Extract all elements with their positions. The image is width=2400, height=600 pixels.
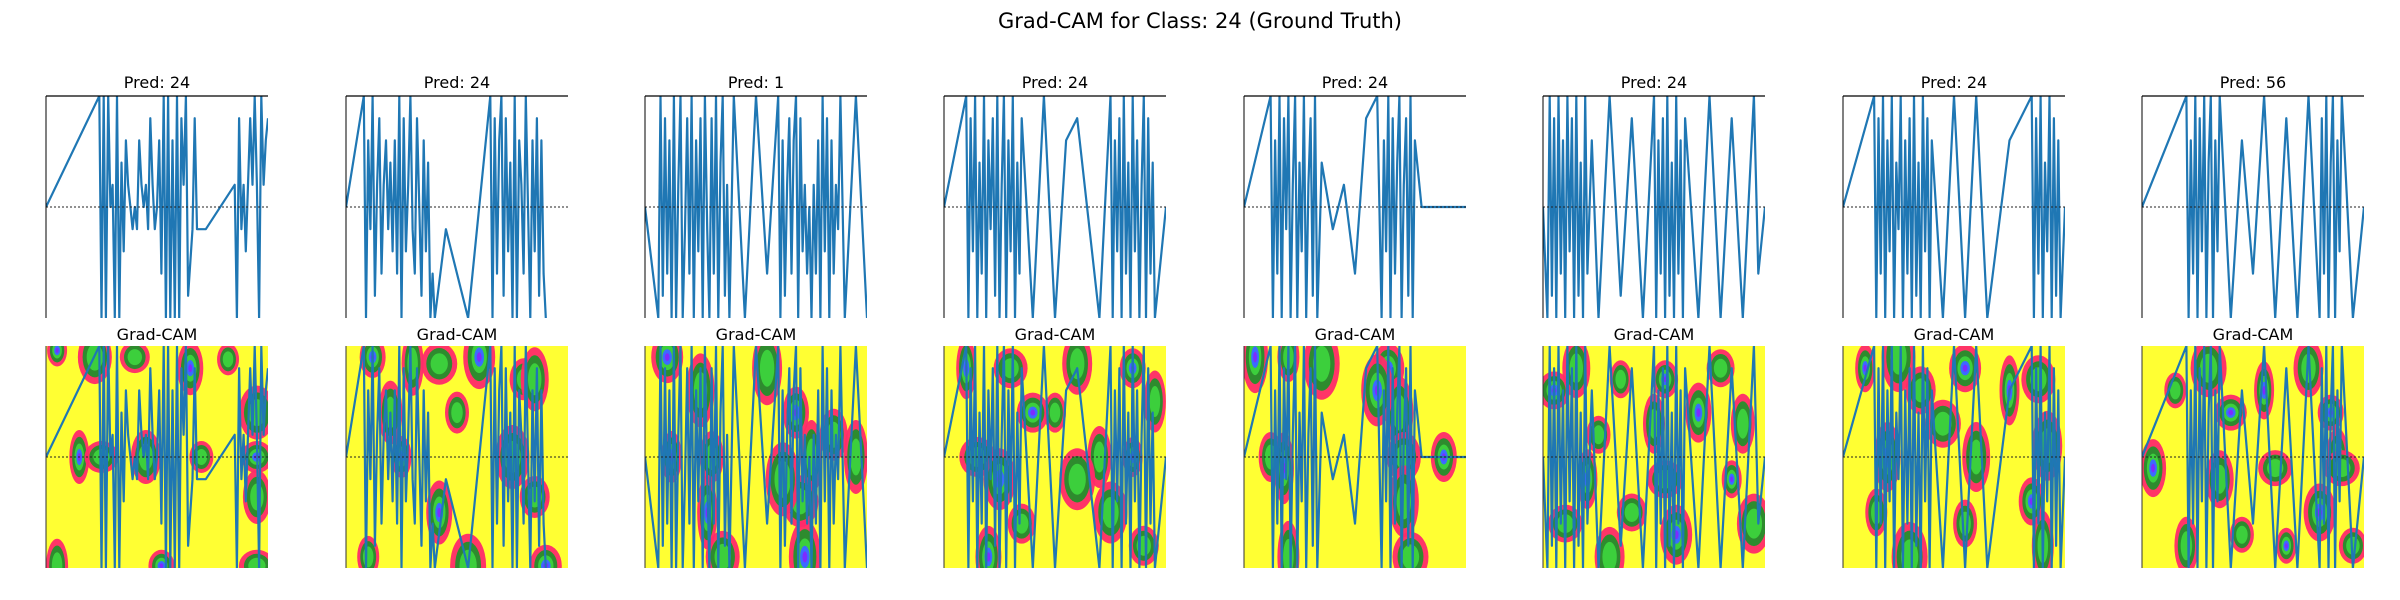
heat-blob-8-16 <box>2276 527 2297 564</box>
figure-title: Grad-CAM for Class: 24 (Ground Truth) <box>998 9 1402 33</box>
bottom-signal-line-2 <box>346 346 547 568</box>
heat-blob-1-3 <box>119 346 150 374</box>
heat-blob-7-9 <box>1953 499 1978 548</box>
heat-blob-3-12 <box>843 420 867 494</box>
heat-blob-5-1 <box>1244 346 1269 394</box>
heat-blob-1-5 <box>217 346 240 376</box>
top-signal-line-4 <box>944 96 1166 318</box>
top-signal-line-7 <box>1843 96 2065 318</box>
heat-blob-8-9 <box>2293 346 2324 398</box>
heat-blob-8-8 <box>2258 450 2293 487</box>
gradcam-label-7: Grad-CAM <box>1914 325 1995 344</box>
heat-blob-8-5 <box>2205 450 2234 509</box>
heat-blob-4-5 <box>1143 370 1166 433</box>
pred-label-8: Pred: 56 <box>2220 73 2286 92</box>
top-signal-line-6 <box>1543 96 1765 318</box>
heat-blob-3-1 <box>651 346 684 384</box>
heat-blob-8-7 <box>2254 361 2275 420</box>
gradcam-label-1: Grad-CAM <box>117 325 198 344</box>
heat-blob-5-12 <box>1392 531 1429 568</box>
heat-blob-4-14 <box>1044 392 1066 433</box>
gradcam-label-8: Grad-CAM <box>2213 325 2294 344</box>
heat-blob-6-17 <box>1609 360 1632 399</box>
panel-column-1: Pred: 24 Grad-CAM <box>45 73 268 568</box>
top-signal-line-1 <box>46 96 268 318</box>
heat-blob-1-14 <box>46 538 69 568</box>
heat-blob-2-15 <box>445 391 469 434</box>
bottom-signal-line-5 <box>1244 346 1466 568</box>
heat-blob-2-3 <box>421 346 458 385</box>
gradcam-label-4: Grad-CAM <box>1015 325 1096 344</box>
heat-blob-4-13 <box>975 525 1002 568</box>
pred-label-2: Pred: 24 <box>424 73 490 92</box>
bottom-signal-line-1 <box>46 346 268 568</box>
gradcam-label-5: Grad-CAM <box>1315 325 1396 344</box>
heat-blob-4-15 <box>1059 448 1096 511</box>
heat-blob-3-10 <box>788 519 821 568</box>
panel-column-5: Pred: 24 Grad-CAM <box>1243 73 1466 568</box>
heat-blob-8-6 <box>2229 516 2254 553</box>
pred-label-1: Pred: 24 <box>124 73 190 92</box>
bottom-signal-line-7 <box>1843 346 2065 568</box>
bottom-signal-line-6 <box>1543 346 1765 568</box>
heat-blob-1-15 <box>238 549 268 568</box>
panel-column-8: Pred: 56 Grad-CAM <box>2141 73 2364 568</box>
pred-label-3: Pred: 1 <box>728 73 784 92</box>
heat-blob-6-7 <box>1652 360 1679 399</box>
panel-grid: Pred: 24 Grad-CAM Pred: 24 Grad-CAM Pred: 1 G… <box>45 73 2364 568</box>
bottom-signal-line-4 <box>944 346 1166 568</box>
top-signal-line-5 <box>1244 96 1466 318</box>
top-signal-line-2 <box>346 96 547 318</box>
panel-column-6: Pred: 24 Grad-CAM <box>1542 73 1765 568</box>
panel-column-3: Pred: 1 Grad-CAM <box>644 73 867 568</box>
heat-blob-7-1 <box>1855 346 1876 393</box>
gradcam-label-6: Grad-CAM <box>1614 325 1695 344</box>
heat-blob-7-6 <box>1891 521 1928 568</box>
heat-blob-8-1 <box>2142 439 2167 498</box>
heat-blob-6-16 <box>1685 382 1712 443</box>
panel-column-4: Pred: 24 Grad-CAM <box>943 73 1166 568</box>
pred-label-7: Pred: 24 <box>1921 73 1987 92</box>
heat-blob-7-7 <box>1949 346 1982 393</box>
gradcam-label-2: Grad-CAM <box>417 325 498 344</box>
heat-blob-8-15 <box>2174 516 2199 568</box>
pred-label-4: Pred: 24 <box>1022 73 1088 92</box>
gradcam-label-3: Grad-CAM <box>716 325 797 344</box>
panel-column-2: Pred: 24 Grad-CAM <box>345 73 568 568</box>
heat-blob-6-11 <box>1706 349 1735 388</box>
heat-blob-1-1 <box>47 346 68 367</box>
pred-label-5: Pred: 24 <box>1322 73 1388 92</box>
pred-label-6: Pred: 24 <box>1621 73 1687 92</box>
heat-blob-6-6 <box>1594 526 1625 568</box>
panel-column-7: Pred: 24 Grad-CAM <box>1842 73 2065 568</box>
